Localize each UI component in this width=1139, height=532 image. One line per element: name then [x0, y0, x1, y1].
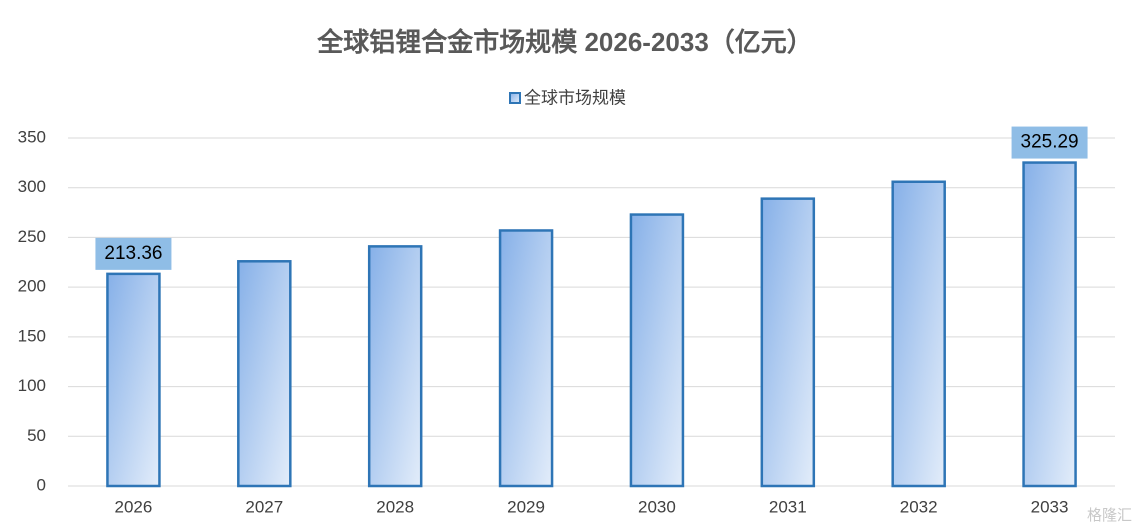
bar	[498, 229, 554, 488]
chart-title: 全球铝锂合金市场规模 2026-2033（亿元）	[316, 27, 813, 57]
legend-marker	[509, 92, 521, 104]
value-label-box	[1011, 126, 1088, 159]
x-tick-label: 2026	[115, 497, 153, 516]
y-tick-label: 300	[18, 177, 46, 196]
bar	[760, 197, 816, 488]
y-tick-label: 150	[18, 326, 46, 345]
bar	[1022, 161, 1077, 488]
x-tick-label: 2027	[245, 497, 283, 516]
x-tick-label: 2033	[1031, 497, 1069, 516]
bar	[237, 260, 292, 488]
value-label: 325.29	[1021, 132, 1079, 153]
watermark: 格隆汇	[1087, 507, 1132, 524]
x-tick-label: 2029	[507, 497, 545, 516]
x-tick-label: 2030	[638, 497, 676, 516]
bar	[629, 213, 685, 488]
y-tick-label: 100	[18, 376, 46, 395]
legend-label: 全球市场规模	[524, 88, 626, 107]
x-tick-label: 2032	[900, 497, 938, 516]
bar	[891, 180, 946, 488]
x-tick-label: 2031	[769, 497, 807, 516]
value-label-box	[95, 237, 172, 270]
bar	[367, 245, 423, 488]
y-tick-label: 350	[18, 127, 46, 146]
y-tick-label: 0	[37, 475, 46, 494]
y-tick-label: 250	[18, 227, 46, 246]
value-label: 213.36	[104, 243, 162, 264]
bar	[106, 272, 161, 488]
y-tick-label: 50	[27, 426, 46, 445]
y-tick-label: 200	[18, 277, 46, 296]
x-tick-label: 2028	[376, 497, 414, 516]
